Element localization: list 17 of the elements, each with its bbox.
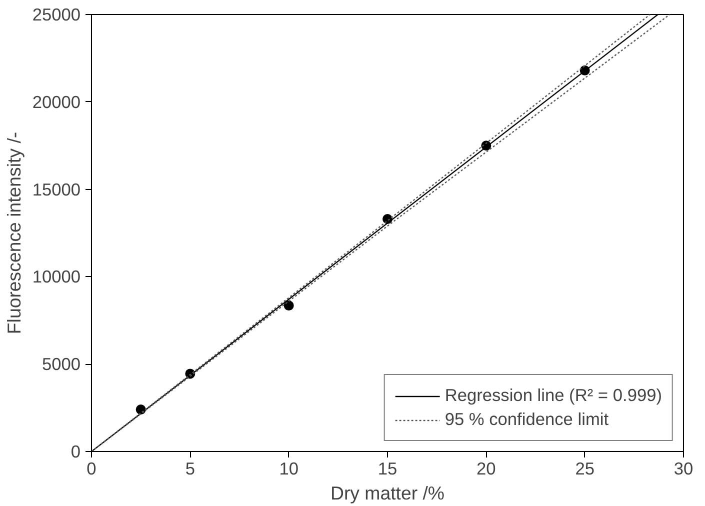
y-tick-label: 25000 bbox=[32, 4, 80, 24]
x-tick-label: 5 bbox=[185, 458, 195, 478]
x-tick-label: 10 bbox=[279, 458, 298, 478]
x-tick-label: 15 bbox=[378, 458, 398, 478]
x-tick-label: 20 bbox=[476, 458, 496, 478]
y-tick-label: 15000 bbox=[32, 179, 80, 200]
y-tick-label: 5000 bbox=[42, 354, 81, 374]
x-tick-label: 0 bbox=[86, 458, 96, 478]
x-tick-label: 30 bbox=[674, 458, 694, 478]
y-tick-label: 10000 bbox=[32, 266, 80, 287]
legend-label: 95 % confidence limit bbox=[444, 409, 609, 430]
x-axis-title: Dry matter /% bbox=[330, 482, 445, 504]
y-axis-title: Fluorescence intensity /- bbox=[3, 132, 24, 334]
y-tick-label: 0 bbox=[70, 442, 81, 462]
y-tick-label: 20000 bbox=[32, 92, 80, 112]
x-tick-label: 25 bbox=[575, 458, 594, 478]
legend-label: Regression line (R² = 0.999) bbox=[444, 385, 662, 406]
